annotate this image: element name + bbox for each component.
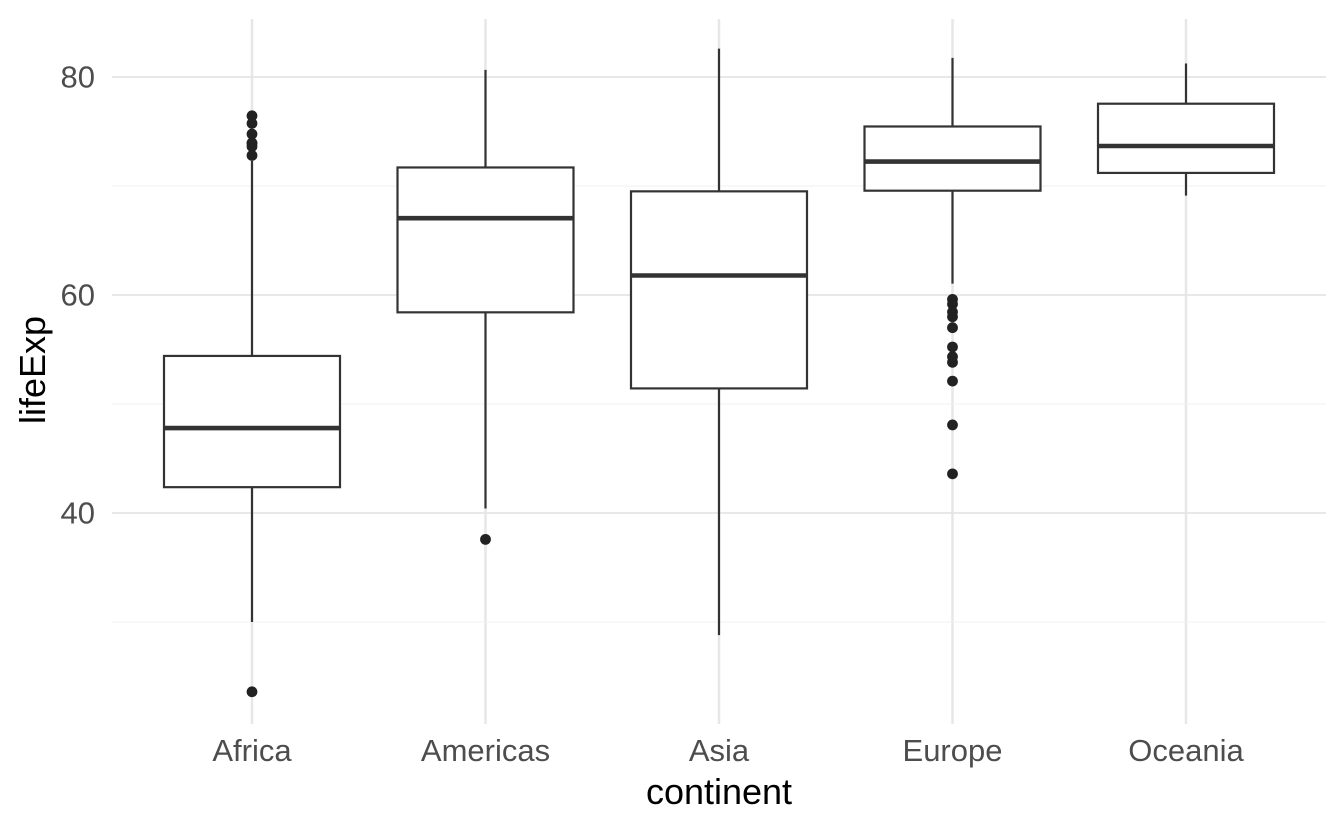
y-tick-label-40: 40 (61, 496, 95, 531)
y-tick-label-80: 80 (61, 60, 95, 95)
outlier-point (947, 468, 958, 480)
outlier-point (947, 341, 958, 353)
boxplot-africa (162, 110, 342, 698)
iqr-box (863, 125, 1042, 192)
boxplot-europe (863, 57, 1042, 480)
y-axis-tick-labels: 40 60 80 (61, 60, 95, 531)
boxplot-americas (396, 69, 575, 545)
outlier-point (246, 150, 258, 161)
outlier-point (246, 110, 258, 122)
x-axis-title: continent (645, 771, 793, 812)
x-tick-label-americas: Americas (421, 733, 550, 768)
x-axis-tick-labels: Africa Americas Asia Europe Oceania (212, 733, 1244, 768)
outlier-point (947, 298, 958, 310)
x-tick-label-asia: Asia (689, 733, 750, 768)
outlier-point (246, 118, 258, 129)
x-tick-label-africa: Africa (212, 733, 292, 768)
outlier-point (246, 686, 258, 698)
iqr-box (629, 190, 809, 390)
outlier-point (480, 533, 491, 545)
outlier-point (947, 322, 958, 334)
iqr-box (162, 354, 342, 489)
outlier-point (947, 419, 958, 431)
outlier-point (246, 128, 258, 140)
x-tick-label-europe: Europe (903, 733, 1003, 768)
iqr-box (396, 166, 575, 314)
x-tick-label-oceania: Oceania (1128, 733, 1244, 768)
outlier-point (947, 375, 958, 387)
boxplot-asia (629, 48, 809, 636)
iqr-box (1096, 102, 1276, 175)
outlier-point (947, 356, 958, 368)
y-axis-title: lifeExp (12, 315, 53, 425)
outlier-point (246, 141, 258, 152)
boxplots (162, 48, 1276, 698)
outlier-point (947, 311, 958, 323)
y-tick-label-60: 60 (61, 278, 95, 313)
boxplot-oceania (1096, 63, 1276, 196)
